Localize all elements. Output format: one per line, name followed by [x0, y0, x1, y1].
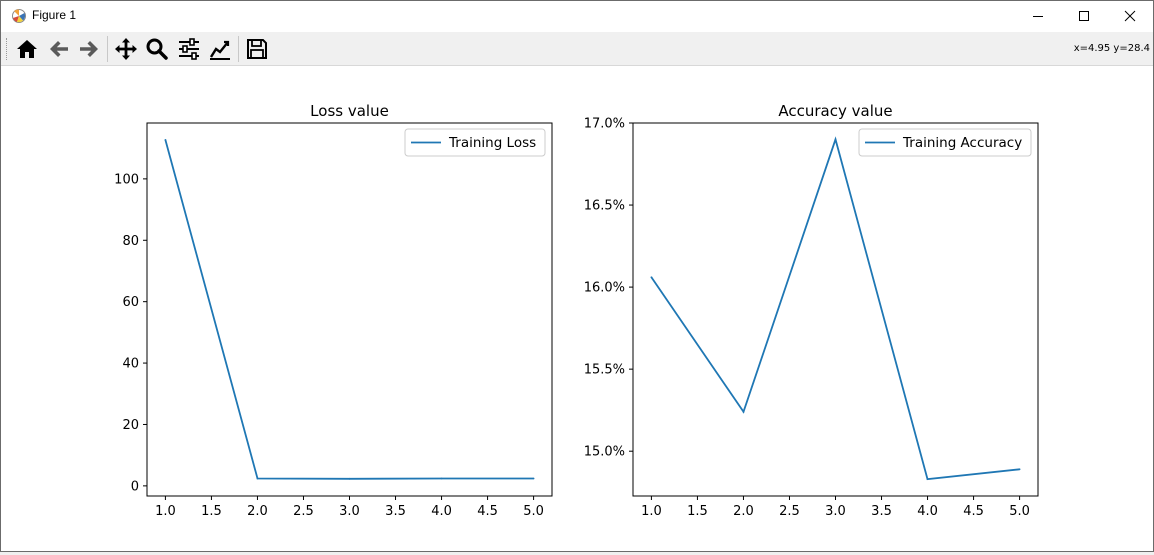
loss-data-point — [532, 477, 535, 480]
customize-button[interactable] — [207, 36, 233, 62]
loss-x-tick-label: 4.5 — [477, 504, 498, 519]
loss-y-tick-label: 0 — [131, 479, 139, 494]
pan-icon — [115, 38, 137, 60]
maximize-button[interactable] — [1061, 1, 1107, 31]
loss-data-point — [164, 138, 167, 141]
back-button[interactable] — [46, 36, 72, 62]
accuracy-data-point — [834, 138, 837, 141]
zoom-icon — [146, 38, 168, 60]
loss-x-tick-label: 3.0 — [339, 504, 360, 519]
accuracy-legend-label: Training Accuracy — [902, 135, 1022, 151]
accuracy-x-tick-label: 3.0 — [825, 504, 846, 519]
forward-button[interactable] — [76, 36, 102, 62]
accuracy-y-tick-label: 16.0% — [584, 281, 625, 296]
loss-data-point — [440, 477, 443, 480]
accuracy-data-point — [650, 276, 653, 279]
matplotlib-app-icon — [11, 8, 27, 24]
loss-y-tick-label: 20 — [122, 418, 139, 433]
close-button[interactable] — [1107, 1, 1153, 31]
accuracy-chart-title: Accuracy value — [778, 102, 892, 120]
loss-y-tick-label: 100 — [114, 172, 139, 187]
accuracy-x-tick-label: 2.0 — [733, 504, 754, 519]
accuracy-y-tick-label: 17.0% — [584, 117, 625, 132]
zoom-button[interactable] — [144, 36, 170, 62]
accuracy-data-point — [926, 478, 929, 480]
save-button[interactable] — [244, 36, 270, 62]
back-icon — [50, 41, 68, 57]
subplots-icon — [179, 38, 199, 60]
loss-chart-title: Loss value — [310, 102, 389, 120]
accuracy-x-tick-label: 1.5 — [687, 504, 708, 519]
accuracy-x-tick-label: 4.0 — [917, 504, 938, 519]
loss-y-tick-label: 60 — [122, 295, 139, 310]
navigation-toolbar: x=4.95 y=28.4 — [1, 32, 1153, 66]
accuracy-data-point — [1018, 468, 1021, 471]
accuracy-x-tick-label: 2.5 — [779, 504, 800, 519]
accuracy-y-tick-label: 15.0% — [584, 445, 625, 460]
loss-x-tick-label: 3.5 — [385, 504, 406, 519]
figure-canvas[interactable]: Loss value 1.0 1.5 2.0 2.5 3.0 3.5 4.0 4.5 5.0 0 20… — [1, 66, 1153, 551]
toolbar-grip[interactable] — [6, 38, 9, 60]
loss-data-point — [256, 477, 259, 480]
loss-x-tick-label: 1.0 — [155, 504, 176, 519]
loss-y-tick-label: 80 — [122, 234, 139, 249]
window-title: Figure 1 — [32, 8, 77, 22]
figure-svg: Loss value 1.0 1.5 2.0 2.5 3.0 3.5 4.0 4.5 5.0 0 20… — [114, 102, 1039, 519]
accuracy-legend — [858, 128, 1032, 157]
loss-x-tick-label: 2.0 — [247, 504, 268, 519]
accuracy-y-tick-label: 15.5% — [584, 363, 625, 378]
accuracy-data-point — [742, 410, 745, 413]
accuracy-x-tick-label: 5.0 — [1009, 504, 1030, 519]
loss-legend-label: Training Loss — [448, 135, 536, 151]
home-button[interactable] — [14, 36, 40, 62]
loss-data-point — [348, 477, 351, 480]
loss-y-tick-label: 40 — [122, 357, 139, 372]
subplots-button[interactable] — [176, 36, 202, 62]
toolbar-separator — [107, 36, 108, 62]
accuracy-x-tick-label: 1.0 — [641, 504, 662, 519]
customize-icon — [209, 40, 230, 60]
loss-x-tick-label: 4.0 — [431, 504, 452, 519]
close-icon — [1124, 10, 1136, 22]
title-bar[interactable]: Figure 1 — [1, 1, 1153, 32]
cursor-coordinates: x=4.95 y=28.4 — [1073, 43, 1150, 54]
accuracy-axes-frame[interactable] — [632, 122, 1039, 497]
accuracy-x-tick-label: 4.5 — [963, 504, 984, 519]
home-icon — [17, 40, 37, 58]
loss-x-tick-label: 1.5 — [201, 504, 222, 519]
accuracy-x-tick-label: 3.5 — [871, 504, 892, 519]
minimize-icon — [1033, 16, 1043, 17]
loss-x-tick-label: 2.5 — [293, 504, 314, 519]
loss-x-tick-label: 5.0 — [523, 504, 544, 519]
pan-button[interactable] — [113, 36, 139, 62]
minimize-button[interactable] — [1015, 1, 1061, 31]
maximize-icon — [1079, 11, 1089, 21]
save-icon — [247, 39, 267, 59]
accuracy-y-tick-label: 16.5% — [584, 199, 625, 214]
loss-axes-frame[interactable] — [146, 122, 553, 497]
loss-legend — [404, 128, 546, 157]
toolbar-separator — [238, 36, 239, 62]
forward-icon — [80, 41, 98, 57]
